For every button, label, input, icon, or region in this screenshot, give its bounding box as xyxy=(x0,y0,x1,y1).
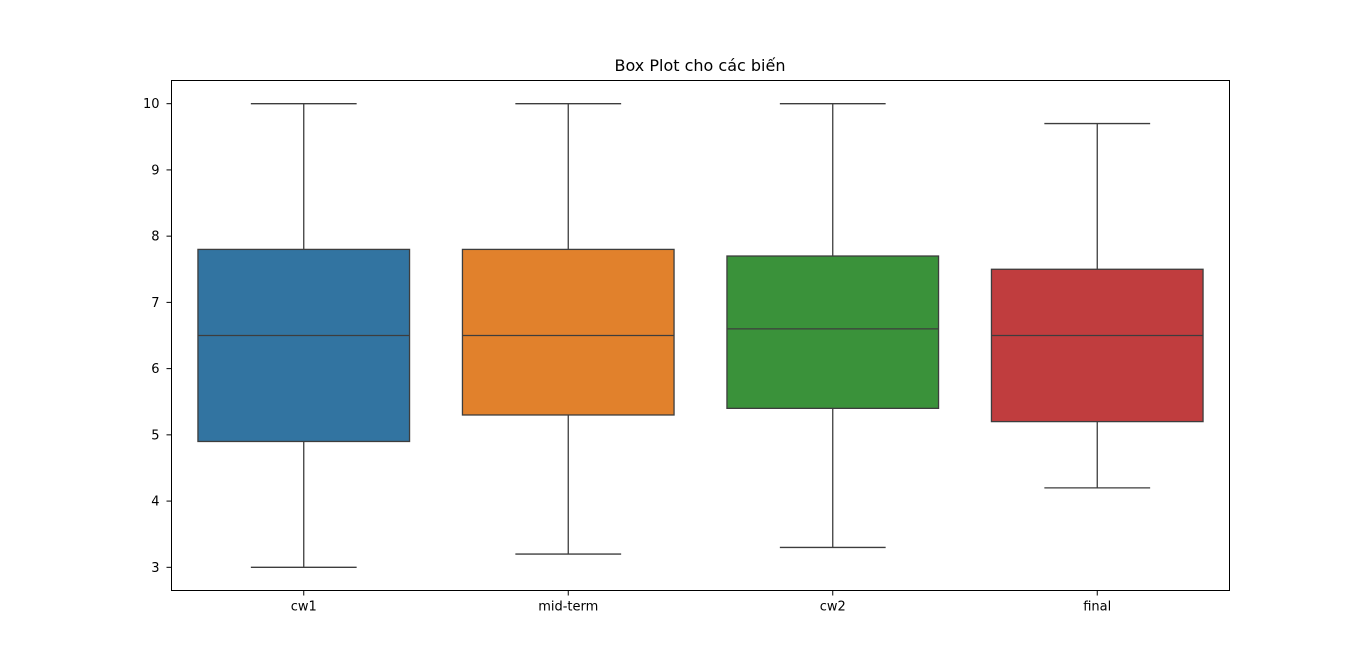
iqr-box xyxy=(461,248,675,416)
x-tick-label: mid-term xyxy=(538,600,598,615)
y-tick-label: 3 xyxy=(151,561,159,576)
iqr-box xyxy=(726,255,940,410)
y-tick-label: 7 xyxy=(151,296,159,311)
iqr-box xyxy=(990,268,1204,423)
y-tick-label: 8 xyxy=(151,230,159,245)
x-tick-label: cw2 xyxy=(820,600,846,615)
box-final xyxy=(990,122,1204,489)
y-tick-label: 5 xyxy=(151,428,159,443)
box-cw1 xyxy=(197,103,411,568)
box-mid-term xyxy=(461,103,675,555)
iqr-box xyxy=(197,248,411,443)
x-tick-label: cw1 xyxy=(291,600,317,615)
y-tick-label: 9 xyxy=(151,163,159,178)
x-tick-label: final xyxy=(1083,600,1111,615)
plot-area-frame xyxy=(171,80,1230,591)
y-axis: 3 4 5 6 7 8 9 10 xyxy=(143,97,172,576)
boxes-group xyxy=(197,103,1204,568)
y-tick-label: 4 xyxy=(151,495,159,510)
y-tick-label: 10 xyxy=(143,97,160,112)
x-axis: cw1 mid-term cw2 final xyxy=(291,590,1111,615)
chart-title: Box Plot cho các biến xyxy=(615,56,786,75)
y-tick-label: 6 xyxy=(151,362,159,377)
box-cw2 xyxy=(726,103,940,549)
